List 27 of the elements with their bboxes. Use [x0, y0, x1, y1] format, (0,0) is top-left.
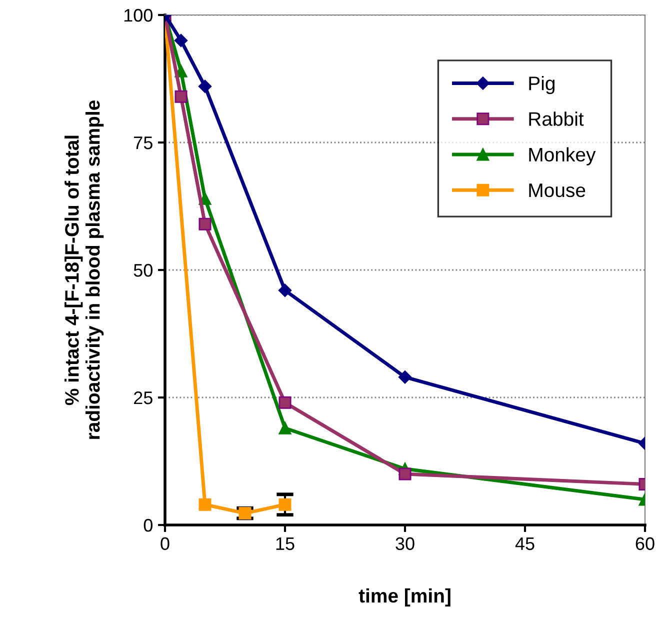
- x-axis-title: time [min]: [358, 588, 450, 606]
- y-tick-label: 75: [134, 136, 152, 150]
- point: [278, 422, 292, 434]
- point: [398, 370, 412, 384]
- y-tick-label: 25: [134, 391, 152, 404]
- x-tick-label: 60: [636, 537, 654, 550]
- point: [198, 498, 212, 511]
- x-tick-label: 0: [160, 537, 170, 550]
- point: [198, 80, 212, 93]
- point: [398, 468, 412, 480]
- point: [278, 396, 292, 409]
- y-tick-label: 0: [144, 518, 152, 532]
- legend-label: Monkey: [529, 147, 596, 166]
- y-tick-label: 50: [134, 264, 152, 277]
- point: [198, 218, 212, 230]
- x-tick-label: 15: [276, 537, 294, 550]
- y-tick-label: 100: [124, 8, 152, 22]
- legend-label: Mouse: [529, 184, 586, 198]
- point: [278, 498, 292, 511]
- legend-label: Rabbit: [529, 112, 584, 126]
- y-axis-title: % intact 4-[F-18]F-Glu of total radioactivity in blood plasma sample: [64, 100, 104, 439]
- point: [174, 90, 188, 103]
- x-tick-label: 45: [515, 537, 534, 550]
- point: [174, 34, 188, 48]
- point: [278, 284, 292, 297]
- legend-label: Pig: [529, 76, 554, 94]
- x-tick-label: 30: [396, 537, 414, 550]
